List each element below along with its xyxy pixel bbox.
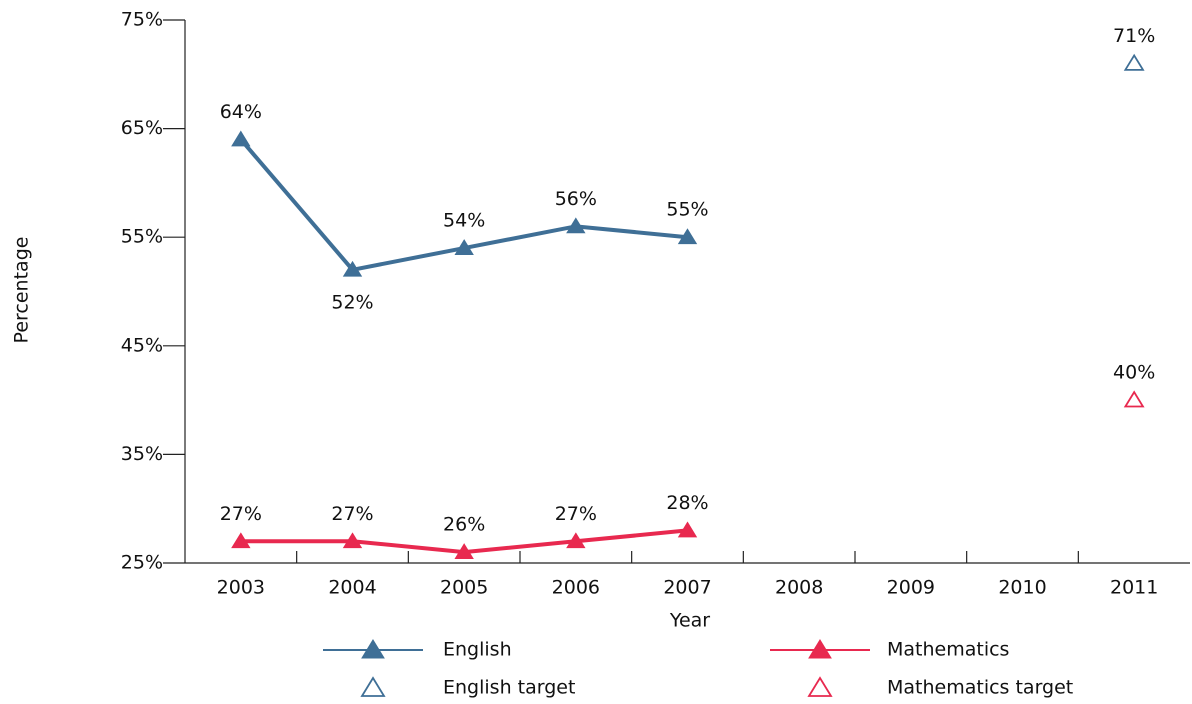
legend-marker — [807, 676, 833, 697]
y-tick-label: 75% — [121, 9, 163, 31]
marker — [231, 130, 251, 147]
marker — [231, 532, 251, 549]
y-axis-label: Percentage — [11, 237, 33, 344]
value-label: 26% — [443, 514, 485, 536]
value-label: 28% — [666, 492, 708, 514]
marker — [677, 521, 698, 538]
legend-label: English — [443, 639, 512, 661]
x-tick-label: 2011 — [1110, 577, 1158, 599]
legend-label: Mathematics — [887, 639, 1009, 661]
x-tick-label: 2008 — [775, 577, 823, 599]
x-tick-label: 2004 — [328, 577, 376, 599]
marker — [677, 228, 698, 245]
legend-label: Mathematics target — [887, 677, 1073, 699]
legend-marker — [361, 639, 385, 659]
legend-marker — [808, 639, 832, 659]
marker — [566, 532, 586, 549]
y-tick-label: 25% — [121, 552, 163, 574]
marker — [342, 260, 363, 277]
x-tick-label: 2010 — [998, 577, 1046, 599]
value-label: 27% — [555, 503, 597, 525]
value-label: 56% — [555, 188, 597, 210]
value-label: 52% — [331, 291, 373, 313]
y-tick-label: 65% — [121, 117, 163, 139]
value-label: 54% — [443, 210, 485, 232]
x-tick-label: 2003 — [217, 577, 265, 599]
x-tick-label: 2009 — [887, 577, 935, 599]
y-tick-label: 35% — [121, 443, 163, 465]
value-label: 64% — [220, 101, 262, 123]
y-tick-label: 45% — [121, 334, 163, 356]
marker — [1123, 53, 1145, 71]
legend-marker — [360, 676, 386, 697]
marker — [566, 217, 586, 234]
marker — [1123, 390, 1145, 408]
value-label: 27% — [331, 503, 373, 525]
value-label: 27% — [220, 503, 262, 525]
value-label: 40% — [1113, 362, 1155, 384]
marker — [454, 239, 474, 255]
value-label: 55% — [666, 199, 708, 221]
legend-label: English target — [443, 677, 575, 699]
x-tick-label: 2007 — [663, 577, 711, 599]
marker — [454, 543, 474, 560]
x-axis-label: Year — [669, 610, 710, 632]
x-tick-label: 2006 — [552, 577, 600, 599]
value-label: 71% — [1113, 25, 1155, 47]
x-tick-label: 2005 — [440, 577, 488, 599]
marker — [342, 532, 363, 549]
y-tick-label: 55% — [121, 226, 163, 248]
